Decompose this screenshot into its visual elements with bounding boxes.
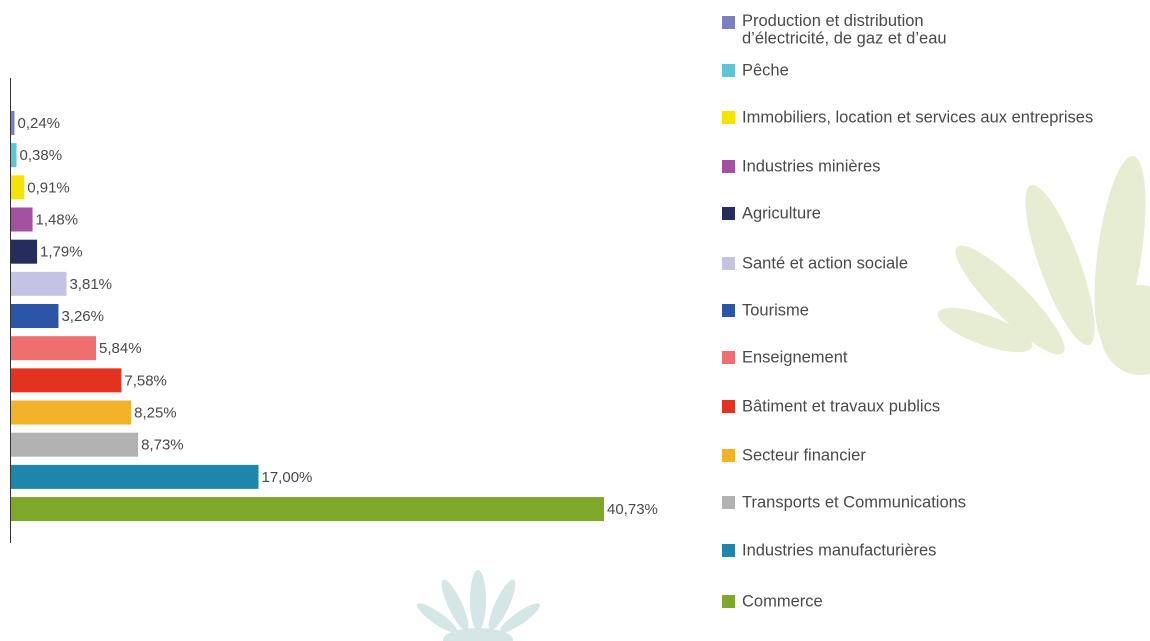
value-label: 3,81% bbox=[69, 276, 112, 293]
value-label: 0,91% bbox=[27, 179, 70, 196]
bar bbox=[11, 464, 259, 489]
legend-swatch bbox=[722, 304, 735, 317]
legend-label: Tourisme bbox=[742, 301, 809, 319]
legend-swatch bbox=[722, 544, 735, 557]
value-label: 8,73% bbox=[141, 437, 184, 454]
legend-label: Pêche bbox=[742, 61, 789, 79]
legend-swatch bbox=[722, 496, 735, 509]
legend-label: Immobiliers, location et services aux en… bbox=[742, 108, 1093, 126]
bar bbox=[11, 207, 33, 232]
legend-swatch bbox=[722, 111, 735, 124]
bar bbox=[11, 111, 15, 135]
legend-label: Bâtiment et travaux publics bbox=[742, 397, 940, 415]
decoration-flower-right bbox=[937, 155, 1150, 375]
bar bbox=[11, 239, 38, 264]
legend-swatch bbox=[722, 160, 735, 173]
value-label: 17,00% bbox=[262, 469, 313, 486]
legend-swatch bbox=[722, 16, 735, 29]
bar bbox=[11, 497, 604, 522]
legend-swatch bbox=[722, 207, 735, 220]
bar bbox=[11, 271, 67, 296]
legend-label: Commerce bbox=[742, 592, 823, 610]
legend-label: Production et distribution d’électricité,… bbox=[742, 12, 947, 47]
bar bbox=[11, 336, 97, 361]
legend-label: Secteur financier bbox=[742, 446, 866, 464]
bar bbox=[11, 143, 17, 168]
legend-label: Santé et action sociale bbox=[742, 254, 908, 272]
value-label: 0,38% bbox=[20, 147, 63, 164]
value-label: 7,58% bbox=[124, 372, 167, 389]
bar bbox=[11, 432, 139, 457]
value-label: 0,24% bbox=[17, 115, 60, 132]
text-line: Production et distribution bbox=[742, 12, 924, 30]
value-label: 1,48% bbox=[36, 211, 79, 228]
legend-swatch bbox=[722, 595, 735, 608]
legend-swatch bbox=[722, 400, 735, 413]
legend-swatch bbox=[722, 449, 735, 462]
legend-label: Industries minières bbox=[742, 157, 880, 175]
legend-label: Transports et Communications bbox=[742, 493, 966, 511]
decoration-flower-bottom bbox=[417, 570, 540, 641]
value-label: 1,79% bbox=[40, 244, 83, 261]
bar bbox=[11, 175, 25, 200]
legend-swatch bbox=[722, 64, 735, 77]
bar bbox=[11, 368, 122, 393]
value-label: 3,26% bbox=[61, 308, 104, 325]
legend-label: Industries manufacturières bbox=[742, 541, 936, 559]
legend-label: Enseignement bbox=[742, 348, 848, 366]
value-label: 8,25% bbox=[134, 404, 177, 421]
bar bbox=[11, 400, 132, 425]
text-line: d’électricité, de gaz et d’eau bbox=[742, 30, 947, 48]
legend-swatch bbox=[722, 351, 735, 364]
legend-label: Agriculture bbox=[742, 204, 821, 222]
legend-swatch bbox=[722, 257, 735, 270]
value-label: 5,84% bbox=[99, 340, 142, 357]
bar bbox=[11, 304, 59, 329]
value-label: 40,73% bbox=[607, 501, 658, 518]
